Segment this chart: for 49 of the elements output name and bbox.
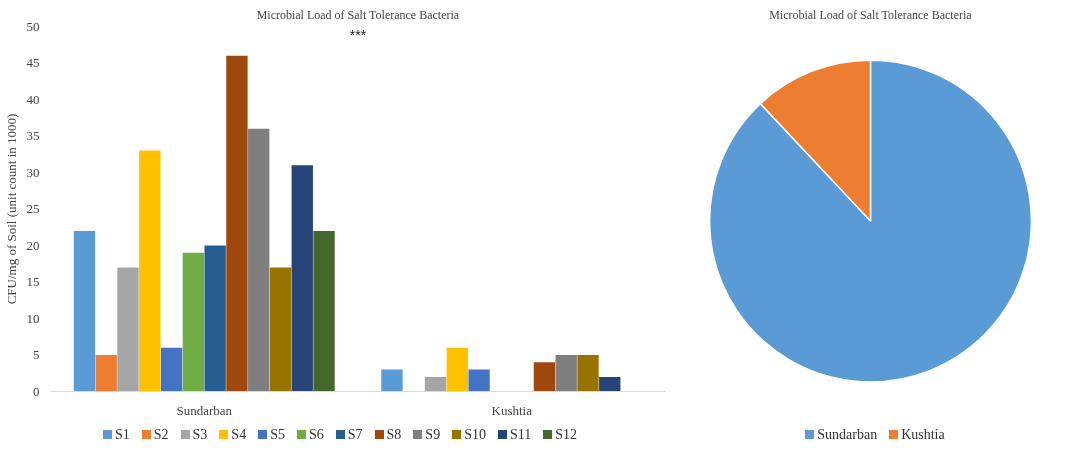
legend-label: Kushtia (900, 427, 945, 442)
bar (555, 355, 577, 392)
annotation: *** (349, 26, 367, 43)
bar (468, 369, 490, 392)
y-tick-label: 10 (26, 310, 40, 326)
y-tick-label: 50 (26, 18, 40, 34)
legend-label: S2 (152, 427, 169, 442)
bar (73, 230, 96, 392)
legend-label: S3 (191, 427, 208, 442)
legend-label: S5 (269, 427, 285, 442)
bar (533, 362, 556, 392)
legend-label: S4 (230, 427, 247, 442)
bar (117, 267, 139, 392)
bar (269, 267, 292, 392)
y-tick-label: 25 (26, 201, 40, 216)
y-tick-label: 35 (26, 128, 40, 143)
y-axis-title: CFU/mg of Soil (unit count in 1000) (3, 113, 19, 305)
y-tick-label: 5 (33, 347, 40, 362)
bar (313, 230, 335, 392)
y-tick-label: 15 (26, 274, 40, 289)
bar (95, 355, 117, 392)
bar (381, 369, 403, 392)
y-tick-label: 20 (26, 237, 40, 253)
chart-title: Microbial Load of Salt Tolerance Bacteria (769, 7, 973, 22)
bar (204, 245, 226, 392)
legend-label: S10 (463, 427, 486, 442)
bar (182, 252, 205, 392)
y-tick-label: 30 (26, 164, 40, 180)
legend-label: S1 (113, 427, 130, 442)
bar (577, 355, 599, 392)
legend-label: Sundarban (816, 427, 878, 442)
legend-label: S12 (554, 427, 578, 442)
legend-label: S6 (307, 427, 324, 442)
y-tick-label: 0 (33, 383, 40, 399)
legend-label: S8 (385, 427, 402, 442)
legend-label: S7 (346, 427, 363, 442)
bar (599, 376, 621, 392)
y-tick-label: 40 (26, 91, 40, 107)
bar (248, 128, 270, 392)
chart-title: Microbial Load of Salt Tolerance Bacteria (256, 7, 460, 22)
bar (291, 165, 313, 392)
bar (139, 150, 161, 392)
y-tick-label: 45 (26, 55, 40, 70)
bar (226, 55, 248, 392)
legend-label: S9 (424, 427, 441, 442)
legend-label: S11 (508, 427, 532, 442)
bar (424, 376, 447, 392)
bar (160, 347, 183, 392)
bar (446, 347, 468, 392)
